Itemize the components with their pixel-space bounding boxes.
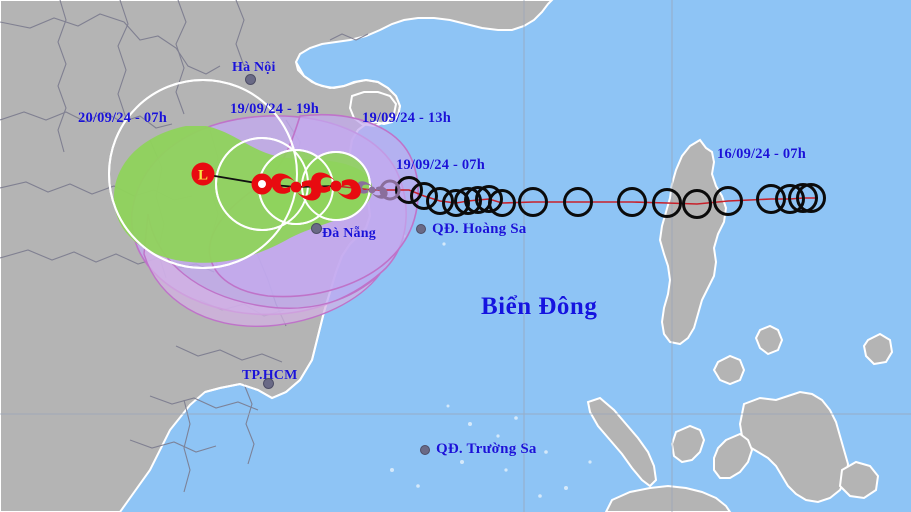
past-track-marker: [713, 186, 743, 216]
cone-outer-purple-south-tail: [143, 213, 381, 328]
borneo-north: [604, 484, 732, 512]
philippines-panay: [713, 432, 754, 479]
forecast-time-label: 16/09/24 - 07h: [717, 146, 806, 162]
city-dot: [263, 378, 274, 389]
past-track-marker: [563, 187, 593, 217]
forecast-time-label: 19/09/24 - 13h: [362, 110, 451, 126]
philippines-mindoro: [670, 424, 706, 464]
forecast-time-label: 20/09/24 - 07h: [78, 110, 167, 126]
past-track-marker: [796, 183, 826, 213]
small-island-a: [862, 332, 894, 366]
philippines-palawan: [586, 396, 658, 488]
city-dot: [311, 223, 322, 234]
small-island-b: [838, 460, 880, 500]
island-dot: [420, 445, 430, 455]
past-storm-symbol-2: [379, 179, 401, 201]
past-track-marker: [518, 187, 548, 217]
city-label-tp-hcm: TP.HCM: [242, 368, 298, 383]
sea-name-label: Biển Đông: [481, 293, 598, 320]
babuyan-islands: [712, 354, 746, 386]
island-label: QĐ. Trường Sa: [436, 441, 537, 457]
city-label----n-ng: Đà Nẵng: [322, 226, 376, 241]
past-track-marker: [488, 189, 516, 217]
city-label-h--n-i: Hà Nội: [232, 60, 276, 75]
hainan-island: [348, 91, 398, 128]
island-dot: [416, 224, 426, 234]
past-track-marker: [682, 189, 712, 219]
past-track-marker: [652, 188, 682, 218]
philippines-visayas: [738, 390, 850, 504]
forecast-time-label: 19/09/24 - 07h: [396, 157, 485, 173]
past-track-marker: [617, 187, 647, 217]
storm-symbol-depression-19-09-19h: [251, 173, 273, 195]
city-dot: [245, 74, 256, 85]
batanes-islands: [754, 324, 784, 356]
svg-text:L: L: [198, 168, 208, 184]
island-label: QĐ. Hoàng Sa: [432, 221, 527, 237]
storm-symbol-storm-19-09-07h: [311, 172, 361, 200]
storm-symbol-low-20-09-07h: L: [191, 162, 215, 186]
forecast-time-label: 19/09/24 - 19h: [230, 101, 319, 117]
